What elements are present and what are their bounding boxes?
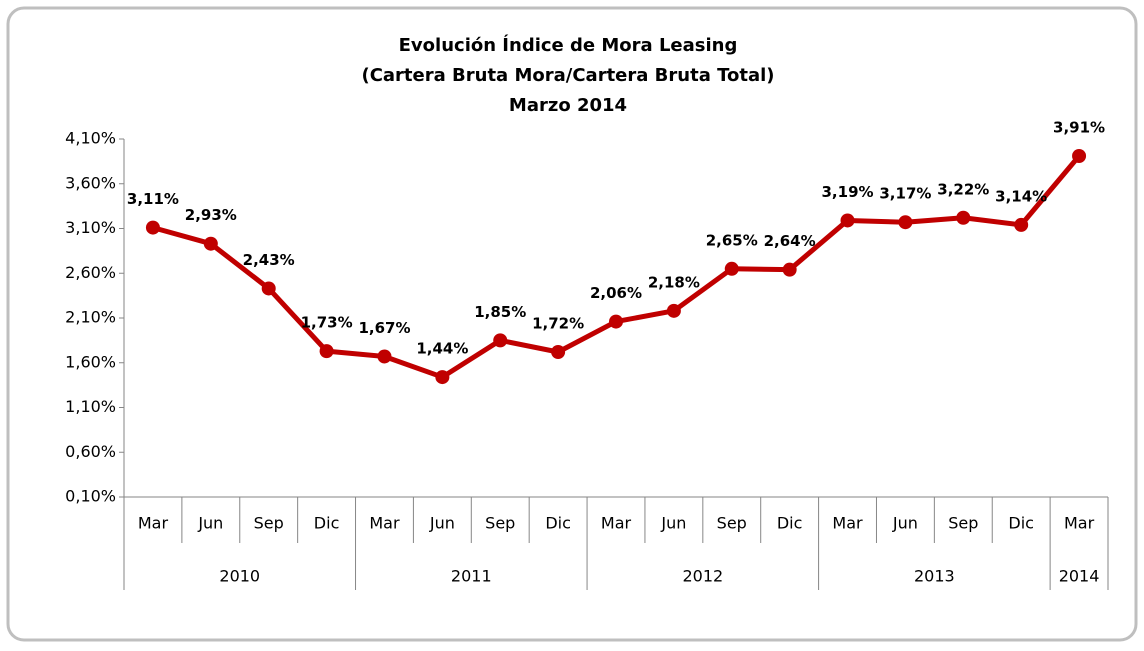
data-label: 2,64%	[764, 232, 816, 250]
group-label: 2014	[1059, 567, 1100, 586]
data-point	[377, 349, 392, 364]
data-point	[1014, 217, 1029, 232]
x-tick-label: Mar	[138, 514, 169, 533]
data-point	[724, 261, 739, 276]
data-point	[493, 333, 508, 348]
data-label: 2,93%	[185, 206, 237, 224]
chart-frame	[6, 6, 1138, 642]
data-point	[435, 370, 450, 385]
x-tick-label: Dic	[314, 514, 340, 533]
y-tick-label: 2,10%	[65, 308, 116, 327]
x-tick-label: Jun	[660, 514, 686, 533]
data-label: 3,17%	[879, 185, 931, 203]
x-tick-label: Dic	[777, 514, 803, 533]
x-tick-label: Sep	[717, 514, 747, 533]
data-point	[261, 281, 276, 296]
x-tick-label: Sep	[485, 514, 515, 533]
x-tick-label: Mar	[1064, 514, 1095, 533]
x-tick-label: Sep	[948, 514, 978, 533]
group-label: 2011	[451, 567, 492, 586]
data-point	[956, 210, 971, 225]
x-tick-label: Mar	[369, 514, 400, 533]
data-point	[609, 314, 623, 329]
data-point	[840, 213, 855, 228]
y-tick-label: 0,60%	[65, 442, 116, 461]
y-tick-label: 2,60%	[65, 263, 116, 282]
data-point	[782, 262, 797, 277]
data-label: 3,14%	[995, 187, 1047, 205]
data-label: 1,85%	[474, 303, 526, 321]
data-label: 2,06%	[590, 284, 642, 302]
chart-title: Evolución Índice de Mora Leasing	[399, 34, 738, 56]
data-label: 1,67%	[358, 319, 410, 337]
y-tick-label: 4,10%	[65, 129, 116, 148]
data-label: 1,72%	[532, 315, 584, 333]
data-label: 2,43%	[243, 251, 295, 269]
y-tick-label: 1,10%	[65, 397, 116, 416]
y-tick-label: 0,10%	[65, 487, 116, 506]
x-tick-label: Mar	[832, 514, 863, 533]
data-point	[551, 345, 566, 360]
data-point	[145, 220, 160, 235]
data-label: 1,44%	[416, 340, 468, 358]
data-label: 2,18%	[648, 273, 700, 291]
x-tick-label: Jun	[892, 514, 918, 533]
y-tick-label: 3,10%	[65, 218, 116, 237]
data-label: 3,22%	[937, 180, 989, 198]
y-tick-label: 3,60%	[65, 173, 116, 192]
data-point	[203, 236, 218, 251]
chart-title: (Cartera Bruta Mora/Cartera Bruta Total)	[361, 65, 774, 86]
group-label: 2010	[219, 567, 260, 586]
x-tick-label: Mar	[601, 514, 632, 533]
data-label: 3,91%	[1053, 119, 1105, 137]
data-point	[319, 344, 334, 359]
group-label: 2013	[914, 567, 955, 586]
data-label: 1,73%	[301, 314, 353, 332]
x-tick-label: Jun	[197, 514, 223, 533]
data-label: 3,11%	[127, 190, 179, 208]
data-label: 2,65%	[706, 231, 758, 249]
y-tick-label: 1,60%	[65, 352, 116, 371]
data-point	[666, 303, 681, 318]
data-label: 3,19%	[822, 183, 874, 201]
x-tick-label: Sep	[254, 514, 284, 533]
x-tick-label: Dic	[1008, 514, 1034, 533]
x-tick-label: Dic	[545, 514, 571, 533]
chart-title: Marzo 2014	[509, 95, 627, 116]
data-point	[898, 215, 913, 230]
x-tick-label: Jun	[429, 514, 455, 533]
data-point	[1072, 149, 1087, 164]
group-label: 2012	[682, 567, 723, 586]
